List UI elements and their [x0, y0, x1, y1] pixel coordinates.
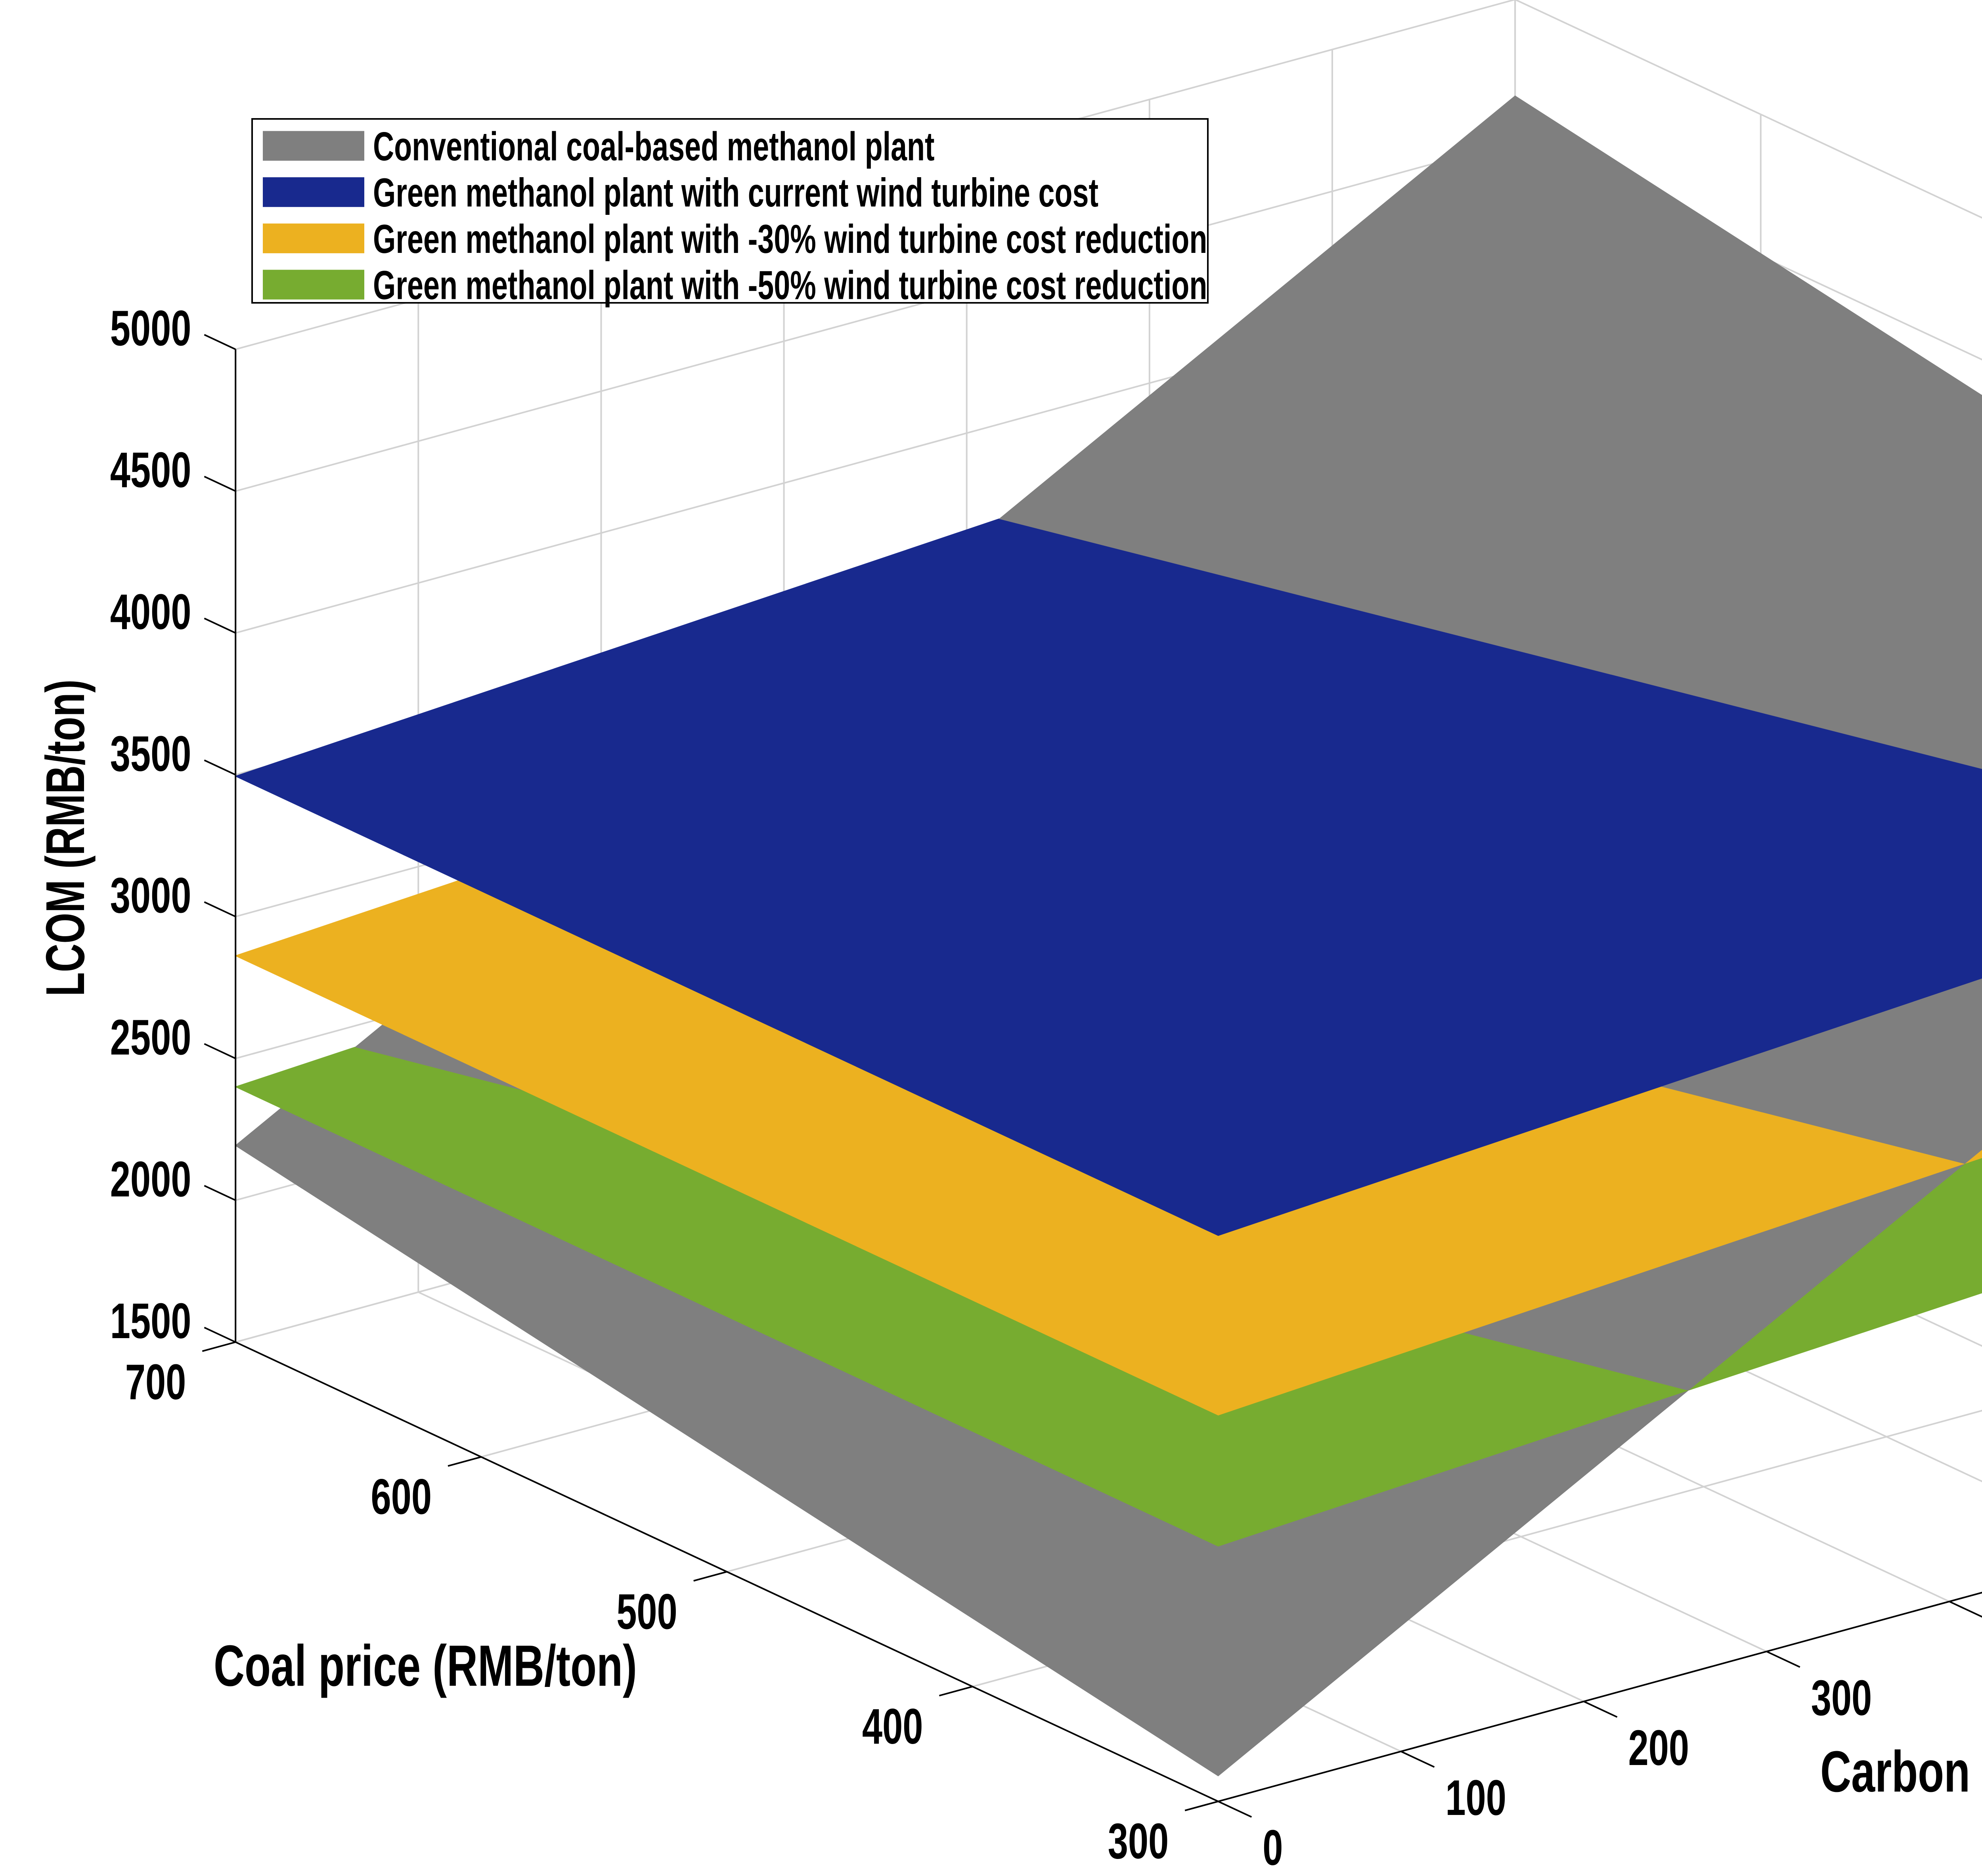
svg-text:2000: 2000 — [110, 1151, 191, 1207]
svg-text:Carbon tax (RMB/tonCO2): Carbon tax (RMB/tonCO2) — [1820, 1739, 1982, 1804]
svg-text:Green methanol plant with -50%: Green methanol plant with -50% wind turb… — [373, 263, 1207, 308]
svg-text:Conventional coal-based methan: Conventional coal-based methanol plant — [373, 124, 935, 169]
svg-text:3000: 3000 — [110, 868, 191, 924]
svg-text:4000: 4000 — [110, 584, 191, 640]
svg-text:LCOM (RMB/ton): LCOM (RMB/ton) — [34, 679, 96, 996]
svg-text:3500: 3500 — [110, 726, 191, 782]
svg-text:600: 600 — [371, 1469, 432, 1525]
svg-text:400: 400 — [862, 1699, 923, 1755]
svg-text:2500: 2500 — [110, 1010, 191, 1065]
svg-text:700: 700 — [125, 1354, 186, 1410]
svg-text:300: 300 — [1811, 1670, 1872, 1726]
svg-text:500: 500 — [616, 1584, 677, 1640]
svg-text:Green methanol plant with curr: Green methanol plant with current wind t… — [373, 170, 1098, 215]
svg-text:Coal price (RMB/ton): Coal price (RMB/ton) — [214, 1633, 637, 1698]
svg-text:300: 300 — [1108, 1814, 1169, 1870]
svg-text:200: 200 — [1628, 1720, 1689, 1776]
svg-text:5000: 5000 — [110, 300, 191, 356]
svg-text:4500: 4500 — [110, 442, 191, 498]
svg-text:0: 0 — [1263, 1820, 1283, 1876]
svg-text:1500: 1500 — [110, 1293, 191, 1349]
svg-text:Green methanol plant with -30%: Green methanol plant with -30% wind turb… — [373, 216, 1207, 261]
svg-text:100: 100 — [1445, 1770, 1506, 1826]
